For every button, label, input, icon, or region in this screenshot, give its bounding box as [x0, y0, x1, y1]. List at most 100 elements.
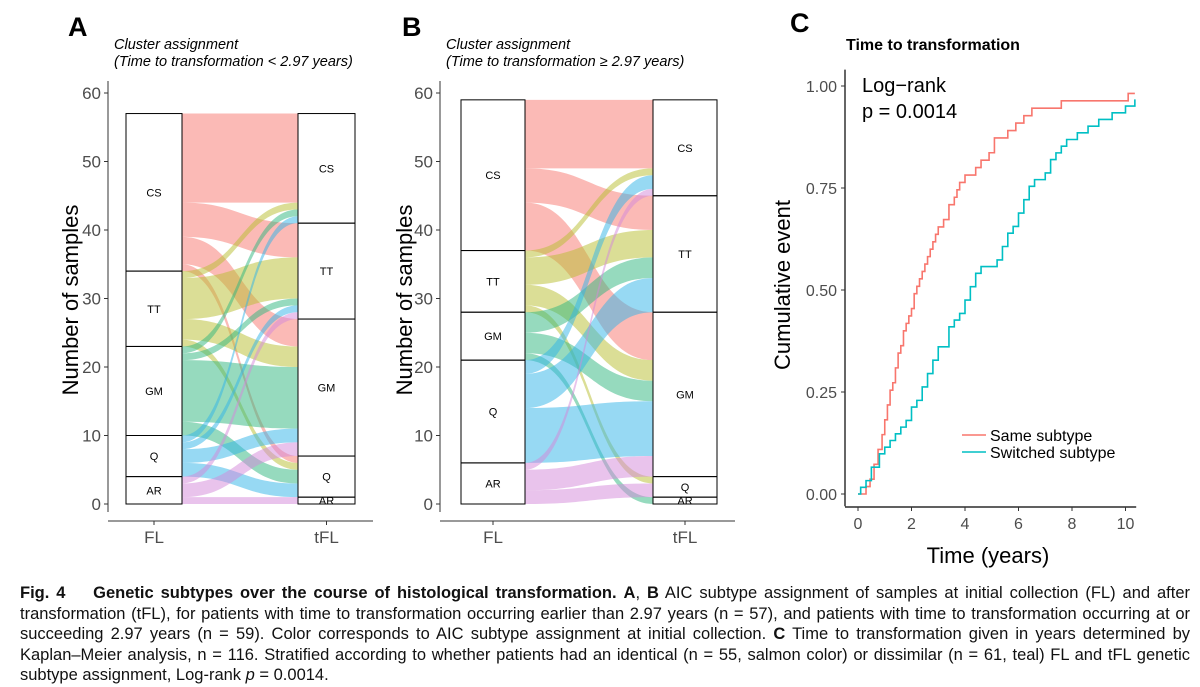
caption-text-c: Time to transformation given in years de… [20, 625, 1190, 684]
panel-c: C Time to transformation Log−rank p = 0.… [770, 8, 1137, 568]
panel-a-axes: 0 10 20 30 40 50 60 FL tFL [82, 81, 373, 547]
b-right-stratum-label-tt: TT [678, 249, 692, 261]
caption-ref-a: A [623, 584, 636, 602]
panel-b-strata: AR Q GM TT CS AR Q GM TT CS [460, 99, 718, 508]
a-ytick-label: 30 [82, 290, 101, 309]
caption-text-ab: AIC subtype assignment of samples at ini… [20, 584, 1190, 643]
panel-b-label: B [402, 12, 422, 42]
panel-b: B Cluster assignment (Time to transforma… [392, 12, 735, 547]
panel-b-axes: 0 10 20 30 40 50 60 FL tFL [414, 81, 735, 547]
caption-title: Genetic subtypes over the course of hist… [93, 584, 617, 602]
b-flow-tt-to-tt [525, 230, 653, 285]
km-line-same-subtype [858, 92, 1135, 495]
panel-c-lines [858, 92, 1136, 495]
panel-a-subtitle: (Time to transformation < 2.97 years) [114, 54, 353, 70]
a-ytick-label: 50 [82, 153, 101, 172]
c-xtick-label: 2 [907, 516, 916, 533]
c-ytick-label: 0.00 [806, 487, 837, 504]
panel-a-title: Cluster assignment [114, 37, 239, 53]
b-ytick-label: 10 [414, 427, 433, 446]
a-right-stratum-label-tt: TT [320, 266, 334, 278]
b-right-stratum-label-q: Q [681, 482, 690, 494]
a-flow-ar-to-ar [182, 497, 298, 504]
a-flow-gm-to-gm [182, 360, 298, 429]
b-ytick-label: 50 [414, 153, 433, 172]
c-ytick-label: 1.00 [806, 79, 837, 96]
a-flow-cs-to-cs [182, 113, 298, 203]
a-left-stratum-label-cs: CS [146, 187, 161, 199]
panel-b-ylabel: Number of samples [392, 205, 417, 396]
figure-caption: Fig. 4 Genetic subtypes over the course … [20, 583, 1190, 686]
a-right-stratum-label-q: Q [322, 472, 331, 484]
b-ytick-label: 30 [414, 290, 433, 309]
b-left-stratum-label-tt: TT [486, 276, 500, 288]
a-right-stratum-label-gm: GM [318, 383, 336, 395]
a-xtick-label-tfl: tFL [314, 528, 339, 547]
a-flow-ar-to-gm [182, 442, 298, 498]
a-flow-tt-to-cs [182, 202, 298, 278]
b-right-stratum-label-cs: CS [677, 143, 692, 155]
panel-c-ylabel: Cumulative event [770, 200, 795, 370]
a-flow-q-to-gm [182, 428, 298, 463]
b-flow-q-to-gm [525, 401, 653, 463]
b-flow-q-to-tt [525, 277, 653, 409]
b-right-stratum-label-ar: AR [677, 496, 692, 508]
panel-c-axes: 0.00 0.25 0.50 0.75 1.00 0 2 4 6 8 10 [806, 69, 1137, 533]
a-ytick-label: 60 [82, 84, 101, 103]
b-left-stratum-label-ar: AR [485, 478, 500, 490]
a-left-stratum-label-q: Q [150, 451, 159, 463]
panel-c-legend: Same subtype Switched subtype [962, 428, 1116, 462]
panel-b-subtitle: (Time to transformation ≥ 2.97 years) [446, 54, 684, 70]
b-flow-tt-to-cs [525, 168, 653, 258]
b-ytick-label: 20 [414, 358, 433, 377]
c-xtick-label: 6 [1014, 516, 1023, 533]
c-xtick-label: 0 [854, 516, 863, 533]
c-ytick-label: 0.75 [806, 181, 837, 198]
a-left-stratum-label-gm: GM [145, 386, 163, 398]
b-xtick-label-fl: FL [483, 528, 503, 547]
a-flow-tt-to-tt [182, 257, 298, 320]
legend-label-switched: Switched subtype [990, 445, 1116, 462]
b-flow-ar-to-cs [525, 188, 653, 470]
a-flow-ar-to-tt [182, 312, 298, 484]
a-left-stratum-label-tt: TT [147, 304, 161, 316]
a-right-stratum-label-cs: CS [319, 163, 334, 175]
b-flow-ar-to-gm [525, 456, 653, 491]
a-xtick-label-fl: FL [144, 528, 164, 547]
caption-p-italic: p [245, 666, 255, 684]
caption-ref-c: C [773, 625, 786, 643]
b-left-stratum-label-q: Q [489, 407, 498, 419]
panel-a-label: A [68, 12, 88, 42]
caption-text-end: = 0.0014. [254, 666, 329, 684]
b-left-stratum-label-cs: CS [485, 170, 500, 182]
b-ytick-label: 60 [414, 84, 433, 103]
a-left-stratum-cs [125, 113, 183, 272]
b-ytick-label: 40 [414, 221, 433, 240]
figure-canvas: A Cluster assignment (Time to transforma… [58, 8, 1137, 568]
b-left-stratum-label-gm: GM [484, 331, 502, 343]
panel-c-xlabel: Time (years) [927, 543, 1050, 568]
logrank-pvalue: p = 0.0014 [862, 101, 957, 123]
c-ytick-label: 0.25 [806, 385, 837, 402]
legend-label-same: Same subtype [990, 428, 1092, 445]
caption-fig-label: Fig. 4 [20, 584, 66, 602]
panel-c-label: C [790, 8, 810, 38]
b-ytick-label: 0 [424, 495, 433, 514]
a-ytick-label: 10 [82, 427, 101, 446]
a-left-stratum-label-ar: AR [146, 485, 161, 497]
panel-b-title: Cluster assignment [446, 37, 571, 53]
b-flow-ar-to-q [525, 483, 653, 504]
b-flow-gm-to-tt [525, 257, 653, 333]
a-flow-q-to-tt [182, 305, 298, 450]
b-flow-cs-to-cs [525, 99, 653, 169]
b-right-stratum-cs [652, 99, 718, 197]
a-right-stratum-cs [297, 113, 356, 224]
logrank-label: Log−rank [862, 75, 947, 97]
panel-c-title: Time to transformation [846, 37, 1020, 54]
b-flow-q-to-cs [525, 175, 653, 374]
b-xtick-label-tfl: tFL [673, 528, 698, 547]
b-right-stratum-label-gm: GM [676, 389, 694, 401]
caption-ref-b: B [646, 584, 659, 602]
panel-a-strata: AR Q GM TT CS AR Q GM TT CS [125, 113, 356, 508]
a-ytick-label: 20 [82, 358, 101, 377]
